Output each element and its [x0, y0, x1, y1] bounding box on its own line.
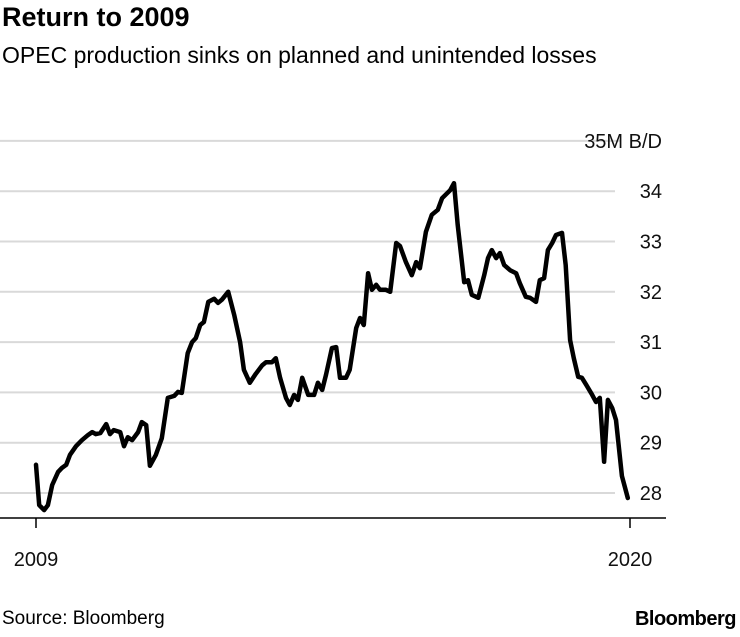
- y-tick-label: 35M B/D: [584, 131, 662, 153]
- y-tick-label: 34: [640, 181, 662, 203]
- x-tick-label: 2020: [608, 549, 653, 571]
- y-tick-label: 30: [640, 382, 662, 404]
- chart-subtitle: OPEC production sinks on planned and uni…: [2, 42, 597, 68]
- y-tick-label: 29: [640, 433, 662, 455]
- x-tick-label: 2009: [14, 549, 59, 571]
- y-tick-label: 33: [640, 232, 662, 254]
- y-tick-label: 31: [640, 332, 662, 354]
- source-note: Source: Bloomberg: [2, 608, 165, 629]
- bloomberg-logo: Bloomberg: [634, 608, 737, 630]
- chart-title: Return to 2009: [2, 2, 190, 32]
- series-line-opec-production: [33, 180, 631, 513]
- y-tick-label: 32: [640, 282, 662, 304]
- y-tick-label: 28: [640, 483, 662, 505]
